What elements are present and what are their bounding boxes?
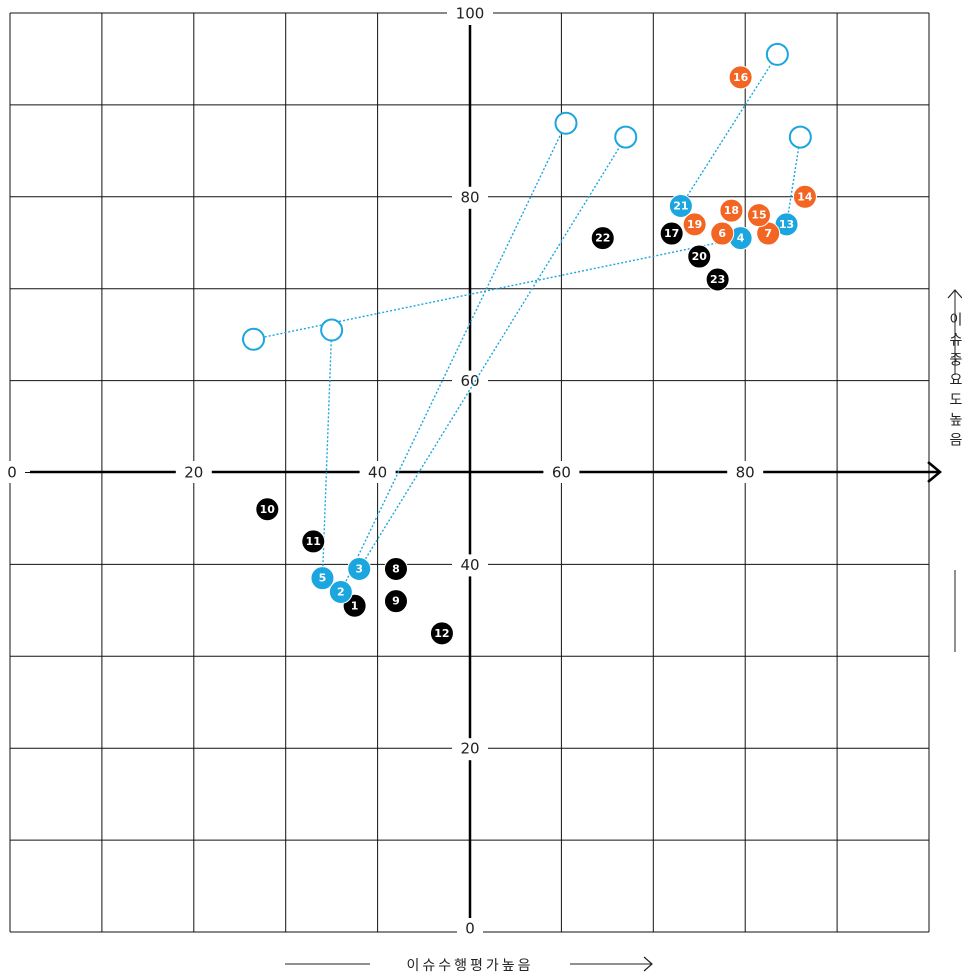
- point-label: 16: [733, 71, 749, 84]
- target-marker: [320, 318, 344, 342]
- y-tick-label: 20: [460, 740, 479, 758]
- data-point: [792, 184, 817, 209]
- point-label: 2: [337, 585, 345, 598]
- x-tick-label: 40: [368, 464, 387, 482]
- data-point: [705, 267, 730, 292]
- y-tick-bg: [457, 918, 483, 940]
- axes: [30, 13, 942, 932]
- tick-labels: 0 20 40 60 80 0 20 40 60 80 100: [0, 3, 764, 940]
- point-label: 20: [692, 250, 708, 263]
- x-axis-title: 이슈수행평가높음: [406, 958, 533, 972]
- y-tick-bg: [452, 738, 488, 761]
- point-label: 13: [779, 218, 794, 231]
- y-tick-bg: [452, 554, 488, 577]
- target-markers: [242, 42, 812, 351]
- data-point: [710, 221, 735, 246]
- data-point: [682, 212, 707, 237]
- y-tick-bg: [452, 370, 488, 393]
- y-tick-bg: [447, 3, 493, 25]
- x-axis-arrow-icon: [927, 461, 942, 483]
- data-point: [590, 226, 615, 251]
- point-label: 15: [751, 209, 766, 222]
- connector-line: [785, 136, 802, 225]
- y-tick-label: 100: [456, 5, 485, 23]
- point-label: 8: [392, 562, 400, 575]
- y-title-arrow-icon: [947, 289, 962, 299]
- point-label: 7: [764, 227, 772, 240]
- connector-line: [340, 122, 567, 593]
- x-tick-label: 80: [736, 464, 755, 482]
- x-tick-label: 0: [7, 464, 17, 482]
- point-label: 14: [797, 190, 813, 203]
- y-tick-label: 40: [460, 556, 479, 574]
- point-label: 21: [673, 199, 688, 212]
- data-point: [728, 65, 753, 90]
- x-tick-bg: [359, 461, 396, 483]
- point-label: 17: [664, 227, 679, 240]
- y-tick-label: 60: [460, 372, 479, 390]
- data-point: [255, 497, 280, 522]
- x-tick-label: 20: [184, 464, 203, 482]
- point-label: 12: [434, 627, 449, 640]
- target-marker: [614, 125, 638, 149]
- connector-line: [680, 53, 778, 207]
- y-tick-bg: [452, 186, 488, 209]
- y-axis-title: 이슈중요도높음: [947, 312, 962, 452]
- x-tick-bg: [0, 461, 25, 483]
- connector-line: [253, 237, 741, 340]
- data-point: [301, 529, 326, 554]
- data-point: [668, 193, 693, 218]
- y-tick-label: 0: [465, 920, 475, 938]
- x-tick-label: 60: [552, 464, 571, 482]
- target-marker: [554, 111, 578, 135]
- point-label: 10: [260, 503, 276, 516]
- data-point: [383, 589, 408, 614]
- data-point: [659, 221, 684, 246]
- point-label: 18: [724, 204, 739, 217]
- data-point: [383, 556, 408, 581]
- point-label: 4: [737, 232, 745, 245]
- x-title-arrow-icon: [643, 956, 653, 972]
- point-label: 11: [306, 535, 321, 548]
- data-point: [746, 203, 771, 228]
- y-tick-label: 80: [460, 188, 479, 206]
- data-point: [719, 198, 744, 223]
- data-point: [310, 566, 335, 591]
- x-tick-bg: [543, 461, 580, 483]
- data-point: [429, 621, 454, 646]
- point-label: 5: [319, 572, 327, 585]
- x-tick-bg: [727, 461, 764, 483]
- point-label: 6: [718, 227, 726, 240]
- point-label: 19: [687, 218, 702, 231]
- point-label: 9: [392, 595, 400, 608]
- target-marker: [765, 42, 789, 66]
- x-tick-bg: [175, 461, 212, 483]
- point-label: 1: [351, 599, 359, 612]
- data-point: [347, 556, 372, 581]
- point-label: 22: [595, 232, 610, 245]
- data-point: [687, 244, 712, 269]
- connector-line: [358, 136, 627, 570]
- point-label: 3: [355, 562, 363, 575]
- target-marker: [242, 327, 266, 351]
- point-label: 23: [710, 273, 725, 286]
- data-point: [328, 579, 353, 604]
- target-marker: [788, 125, 812, 149]
